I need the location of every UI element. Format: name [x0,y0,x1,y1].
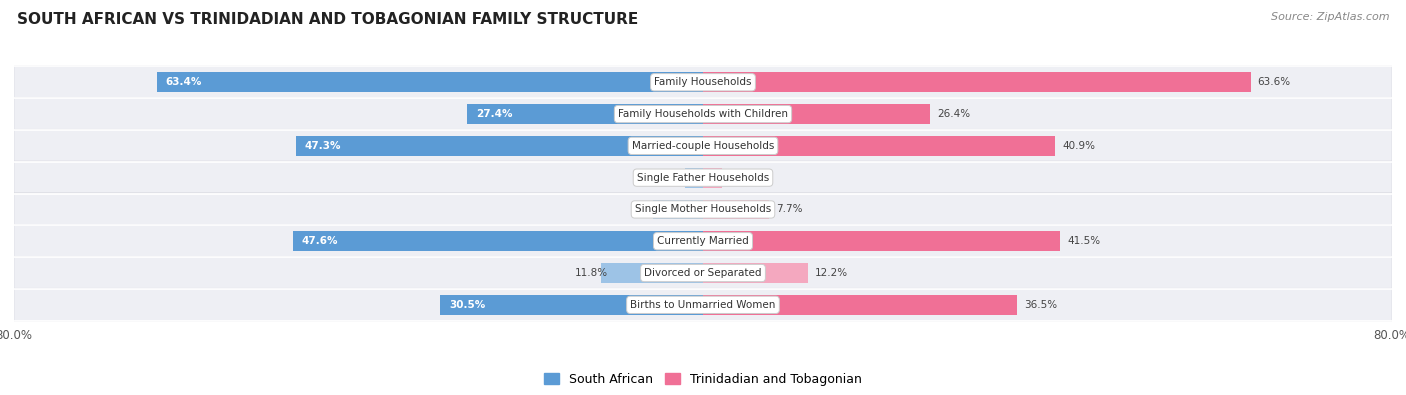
Text: Single Father Households: Single Father Households [637,173,769,182]
Text: 12.2%: 12.2% [815,268,848,278]
Bar [703,168,721,188]
FancyBboxPatch shape [14,129,1392,162]
Bar [703,136,1056,156]
Bar [652,199,703,219]
Text: Divorced or Separated: Divorced or Separated [644,268,762,278]
Text: 47.6%: 47.6% [302,236,339,246]
Bar [292,231,703,251]
Text: 40.9%: 40.9% [1062,141,1095,151]
Text: 26.4%: 26.4% [938,109,970,119]
Bar [703,231,1060,251]
Bar [703,263,808,283]
Text: Family Households: Family Households [654,77,752,87]
Text: SOUTH AFRICAN VS TRINIDADIAN AND TOBAGONIAN FAMILY STRUCTURE: SOUTH AFRICAN VS TRINIDADIAN AND TOBAGON… [17,12,638,27]
Text: 47.3%: 47.3% [304,141,340,151]
Bar [685,168,703,188]
Text: 11.8%: 11.8% [575,268,609,278]
Text: 36.5%: 36.5% [1024,300,1057,310]
Bar [602,263,703,283]
FancyBboxPatch shape [14,288,1392,322]
Bar [703,199,769,219]
Text: 63.6%: 63.6% [1257,77,1291,87]
Text: Source: ZipAtlas.com: Source: ZipAtlas.com [1271,12,1389,22]
FancyBboxPatch shape [14,225,1392,258]
Bar [703,72,1251,92]
Text: Single Mother Households: Single Mother Households [636,205,770,214]
Text: Currently Married: Currently Married [657,236,749,246]
Text: 7.7%: 7.7% [776,205,803,214]
Text: Family Households with Children: Family Households with Children [619,109,787,119]
Bar [467,104,703,124]
FancyBboxPatch shape [14,161,1392,194]
Text: Married-couple Households: Married-couple Households [631,141,775,151]
Bar [703,104,931,124]
Text: 5.8%: 5.8% [634,205,659,214]
FancyBboxPatch shape [14,66,1392,99]
Text: 27.4%: 27.4% [475,109,512,119]
FancyBboxPatch shape [14,256,1392,290]
Bar [295,136,703,156]
Text: 2.1%: 2.1% [665,173,692,182]
FancyBboxPatch shape [14,98,1392,131]
Legend: South African, Trinidadian and Tobagonian: South African, Trinidadian and Tobagonia… [538,368,868,391]
Text: 2.2%: 2.2% [728,173,755,182]
Text: 41.5%: 41.5% [1067,236,1101,246]
FancyBboxPatch shape [14,193,1392,226]
Bar [703,295,1018,315]
Text: Births to Unmarried Women: Births to Unmarried Women [630,300,776,310]
Bar [157,72,703,92]
Bar [440,295,703,315]
Text: 63.4%: 63.4% [166,77,202,87]
Text: 30.5%: 30.5% [449,300,485,310]
